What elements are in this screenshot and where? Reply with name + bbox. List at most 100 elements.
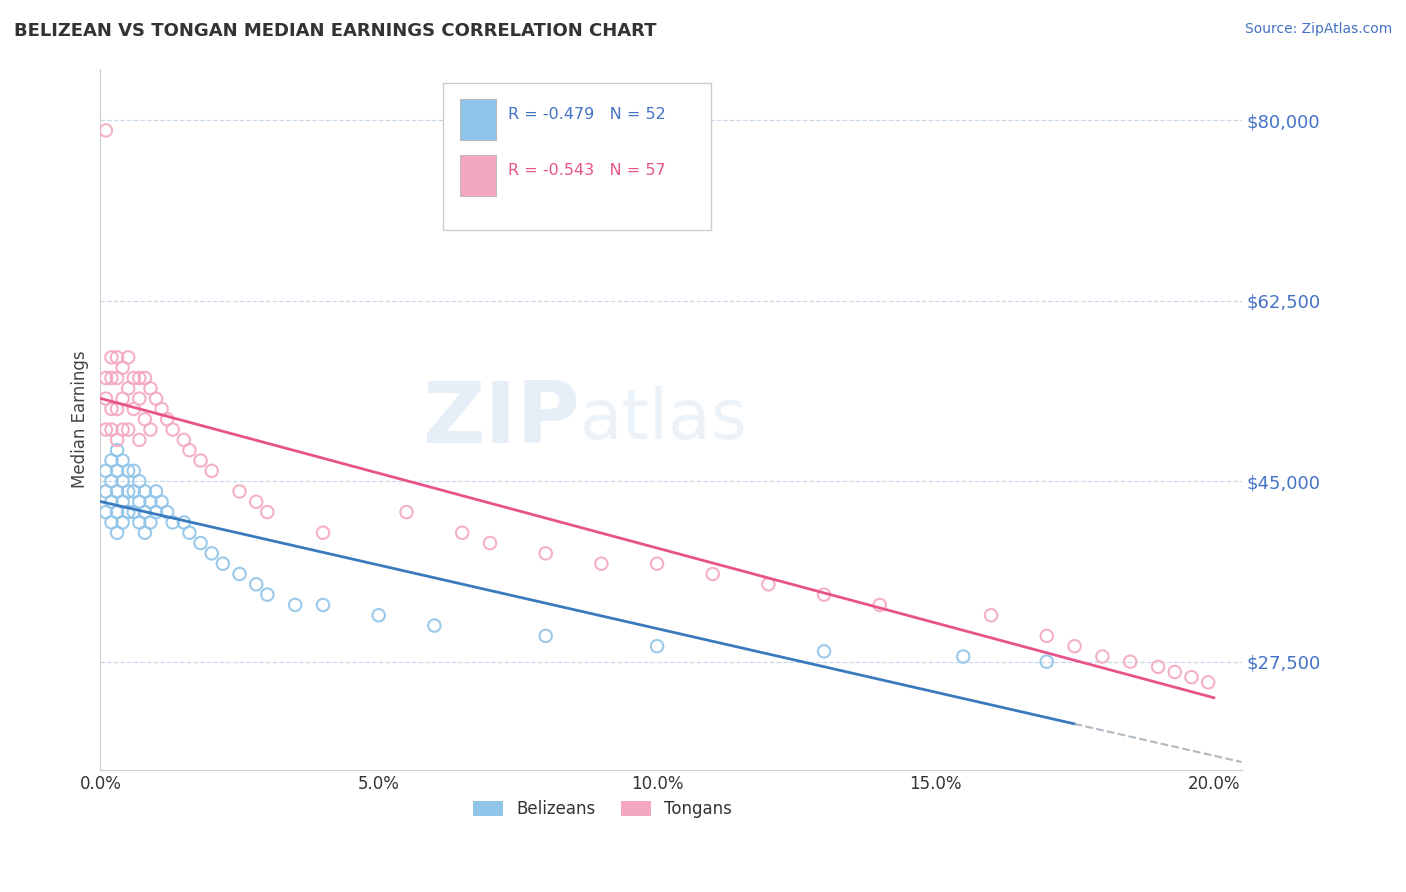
Point [1091,649,1114,664]
Point [150,401,173,416]
Point [134,525,156,540]
Point [94,423,117,437]
Point [94,505,117,519]
Point [111,423,134,437]
Point [105,371,128,385]
Point [952,649,974,664]
Point [162,516,184,530]
Point [111,360,134,375]
Point [100,495,122,509]
Point [145,392,167,406]
Point [100,401,122,416]
Legend: Belizeans, Tongans: Belizeans, Tongans [467,794,738,825]
Text: Source: ZipAtlas.com: Source: ZipAtlas.com [1244,22,1392,37]
Point [395,505,418,519]
Point [813,588,835,602]
Point [122,371,145,385]
Point [228,484,250,499]
Point [201,464,224,478]
Point [111,453,134,467]
Point [190,536,212,550]
Point [100,423,122,437]
Point [111,516,134,530]
Point [256,588,278,602]
Point [179,443,201,458]
Point [228,566,250,581]
Point [94,123,117,137]
Point [117,351,139,365]
Y-axis label: Median Earnings: Median Earnings [72,351,89,488]
Point [122,401,145,416]
Point [134,484,156,499]
Point [645,557,668,571]
Point [423,618,446,632]
Point [758,577,780,591]
Point [122,484,145,499]
Point [128,516,150,530]
Point [117,484,139,499]
Point [367,608,389,623]
Point [94,464,117,478]
FancyBboxPatch shape [460,99,496,140]
Text: atlas: atlas [579,385,748,453]
Point [139,381,162,395]
Point [128,433,150,447]
Point [1035,629,1057,643]
Point [128,371,150,385]
Point [105,443,128,458]
Point [156,505,179,519]
Point [245,577,267,591]
Point [105,433,128,447]
Point [451,525,474,540]
Text: R = -0.543   N = 57: R = -0.543 N = 57 [508,162,665,178]
Point [162,423,184,437]
Point [156,412,179,426]
Point [312,525,335,540]
Point [105,505,128,519]
Text: ZIP: ZIP [422,377,579,461]
Point [94,392,117,406]
Point [94,484,117,499]
Point [139,516,162,530]
Point [245,495,267,509]
Point [100,474,122,488]
Point [534,629,557,643]
Point [100,351,122,365]
Point [702,566,724,581]
Point [100,453,122,467]
Point [105,484,128,499]
Point [122,505,145,519]
Point [1197,675,1219,690]
Point [145,484,167,499]
Point [284,598,307,612]
Point [117,464,139,478]
Point [256,505,278,519]
Point [1035,655,1057,669]
Point [111,474,134,488]
Point [94,371,117,385]
Point [479,536,502,550]
Point [645,639,668,653]
Point [134,412,156,426]
Point [211,557,233,571]
Text: BELIZEAN VS TONGAN MEDIAN EARNINGS CORRELATION CHART: BELIZEAN VS TONGAN MEDIAN EARNINGS CORRE… [14,22,657,40]
Point [1119,655,1142,669]
Point [1063,639,1085,653]
Point [105,464,128,478]
Point [134,505,156,519]
Point [111,495,134,509]
FancyBboxPatch shape [443,83,711,230]
Point [117,423,139,437]
Point [145,505,167,519]
Point [1164,665,1187,679]
Point [111,392,134,406]
Point [117,505,139,519]
Point [105,401,128,416]
Point [105,525,128,540]
Point [201,546,224,560]
Point [134,371,156,385]
Point [128,392,150,406]
Text: R = -0.479   N = 52: R = -0.479 N = 52 [508,107,665,121]
Point [869,598,891,612]
Point [1180,670,1202,684]
